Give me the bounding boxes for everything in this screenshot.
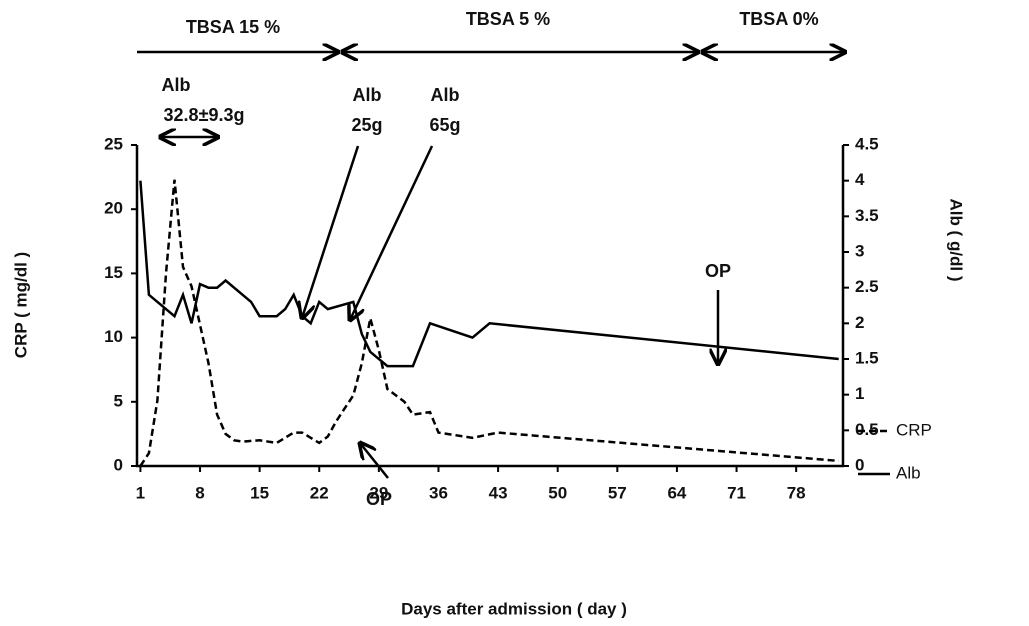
x-axis-title: Days after admission ( day ) — [401, 599, 627, 618]
alb-arrow — [350, 145, 434, 320]
annotation: OP — [366, 489, 392, 509]
y-tick-label: 10 — [104, 327, 123, 346]
annotation: Alb — [162, 75, 191, 95]
annotation-arrows — [137, 52, 845, 479]
annotation: OP — [705, 261, 731, 281]
y-tick-label: 5 — [114, 391, 123, 410]
y2-tick-label: 1.5 — [855, 348, 879, 367]
y2-axis-title: Alb ( g/dl ) — [947, 198, 966, 281]
x-tick-label: 36 — [429, 483, 448, 502]
x-tick-label: 78 — [787, 483, 806, 502]
legend-label: Alb — [896, 463, 921, 482]
y2-tick-label: 4.5 — [855, 134, 879, 153]
series-line — [139, 180, 839, 368]
y2-tick-label: 2.5 — [855, 277, 879, 296]
annotation: 25g — [351, 115, 382, 135]
y-tick-label: 15 — [104, 263, 123, 282]
x-tick-label: 29 — [369, 483, 388, 502]
y2-tick-label: 1 — [855, 384, 864, 403]
y-tick-label: 25 — [104, 134, 123, 153]
x-tick-label: 64 — [667, 483, 686, 502]
legend-label: CRP — [896, 420, 932, 439]
x-tick-label: 71 — [727, 483, 746, 502]
x-tick-label: 8 — [195, 483, 204, 502]
annotation: Alb — [431, 85, 460, 105]
x-tick-label: 1 — [136, 483, 145, 502]
y2-tick-label: 3 — [855, 241, 864, 260]
annotation: TBSA 0% — [739, 9, 818, 29]
annotation: Alb — [353, 85, 382, 105]
x-tick-label: 15 — [250, 483, 269, 502]
x-tick-label: 22 — [310, 483, 329, 502]
annotation: 32.8±9.3g — [164, 105, 245, 125]
alb-arrow — [302, 145, 360, 318]
y2-tick-label: 4 — [855, 170, 865, 189]
y-axis-title: CRP ( mg/dl ) — [11, 252, 30, 358]
y-tick-label: 20 — [104, 199, 123, 218]
x-tick-label: 57 — [608, 483, 627, 502]
op-arrow — [360, 443, 389, 479]
y2-tick-label: 2 — [855, 313, 864, 332]
x-tick-label: 50 — [548, 483, 567, 502]
y2-tick-label: 3.5 — [855, 206, 879, 225]
x-tick-label: 43 — [489, 483, 508, 502]
annotation: TBSA 15 % — [186, 17, 280, 37]
y2-tick-label: 0 — [855, 455, 864, 474]
annotation: TBSA 5 % — [466, 9, 550, 29]
y2-tick-label: 0.5 — [855, 420, 879, 439]
y-tick-label: 0 — [114, 455, 123, 474]
annotation: 65g — [429, 115, 460, 135]
